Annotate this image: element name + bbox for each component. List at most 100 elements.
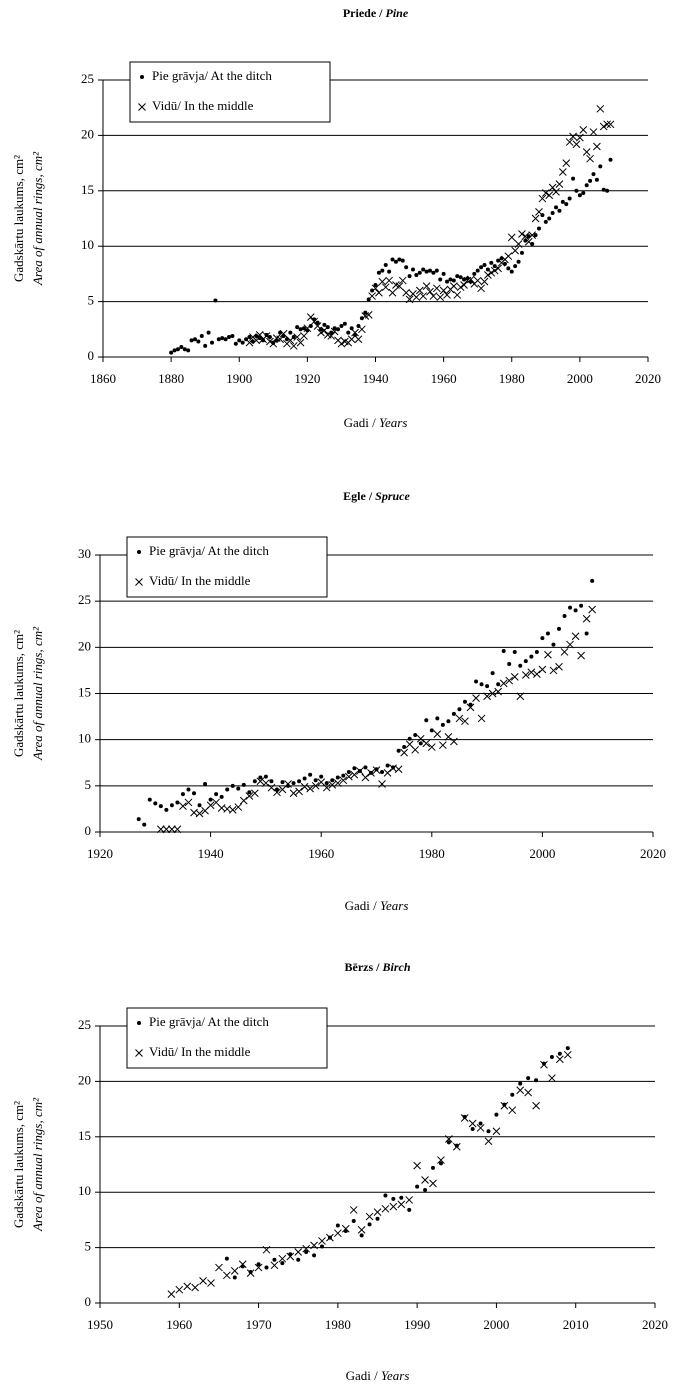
point: [519, 250, 524, 255]
point: [608, 157, 613, 162]
point: [551, 642, 556, 647]
point: [363, 765, 368, 770]
point: [261, 338, 266, 343]
point: [279, 329, 288, 338]
point: [376, 270, 381, 275]
point: [385, 763, 390, 768]
point: [192, 337, 197, 342]
point: [429, 728, 434, 733]
point: [513, 264, 518, 269]
point: [582, 614, 591, 623]
point: [478, 1121, 483, 1126]
point: [397, 257, 402, 262]
point: [223, 337, 228, 342]
chart-title: Egle / Spruce: [343, 489, 410, 503]
point: [175, 1285, 184, 1294]
y-tick-label: 20: [81, 126, 94, 141]
point: [280, 1261, 285, 1266]
y-axis-label: Gadskārtu laukums, cm²: [11, 630, 26, 757]
point: [393, 259, 398, 264]
point: [428, 268, 432, 273]
point: [451, 711, 456, 716]
point: [297, 779, 302, 784]
point: [562, 159, 571, 167]
legend-box: [129, 61, 331, 123]
y-tick-label: 25: [78, 592, 91, 607]
x-tick-label: 1970: [246, 1317, 272, 1332]
point: [545, 631, 550, 636]
point: [356, 767, 364, 775]
point: [247, 335, 252, 340]
point: [466, 703, 475, 712]
point: [220, 336, 225, 341]
point: [467, 275, 475, 284]
x-tick-label: 2010: [563, 1317, 589, 1332]
point: [262, 779, 270, 787]
point: [417, 270, 422, 275]
point: [313, 322, 322, 330]
point: [494, 687, 503, 696]
point: [516, 259, 521, 264]
point: [445, 1135, 453, 1143]
point: [158, 804, 163, 809]
point: [286, 1252, 295, 1261]
x-tick-label: 2020: [635, 371, 661, 386]
point: [237, 338, 242, 343]
point: [402, 745, 407, 750]
point: [510, 673, 519, 681]
point: [413, 733, 418, 738]
point: [387, 269, 392, 274]
point: [426, 287, 434, 296]
legend-marker: [137, 550, 141, 554]
point: [210, 340, 214, 345]
point: [240, 340, 245, 345]
point: [593, 142, 601, 151]
point: [216, 337, 221, 342]
point: [547, 216, 552, 221]
x-tick-label: 1860: [90, 371, 116, 386]
point: [288, 330, 293, 335]
point: [505, 676, 514, 685]
point: [298, 327, 303, 332]
point: [374, 767, 379, 772]
point: [351, 328, 359, 337]
point: [456, 283, 465, 292]
point: [531, 214, 540, 223]
point: [483, 692, 491, 701]
point: [215, 1263, 223, 1272]
point: [579, 603, 584, 608]
point: [489, 260, 494, 265]
point: [421, 267, 426, 272]
point: [421, 1176, 429, 1184]
x-tick-label: 1940: [363, 371, 389, 386]
y-tick-label: 0: [85, 1294, 92, 1309]
point: [477, 714, 486, 723]
point: [254, 1263, 263, 1272]
x-tick-label: 2000: [567, 371, 593, 386]
point: [264, 1265, 269, 1270]
point: [370, 288, 375, 293]
point: [516, 692, 525, 701]
point: [533, 670, 541, 678]
point: [548, 183, 557, 192]
legend-marker: [137, 1021, 141, 1025]
point: [358, 325, 366, 334]
point: [322, 322, 327, 327]
point: [385, 276, 393, 285]
point: [168, 825, 176, 834]
point: [555, 662, 563, 671]
point: [530, 241, 535, 246]
point: [245, 792, 254, 800]
point: [543, 219, 548, 224]
point: [304, 1250, 309, 1255]
point: [341, 773, 346, 778]
x-tick-label: 1940: [198, 846, 224, 861]
point: [415, 286, 424, 295]
point: [180, 792, 185, 797]
x-tick-label: 1980: [325, 1317, 351, 1332]
point: [603, 120, 611, 129]
point: [479, 682, 484, 687]
point: [524, 237, 533, 246]
point: [441, 271, 446, 276]
point: [518, 1081, 523, 1086]
